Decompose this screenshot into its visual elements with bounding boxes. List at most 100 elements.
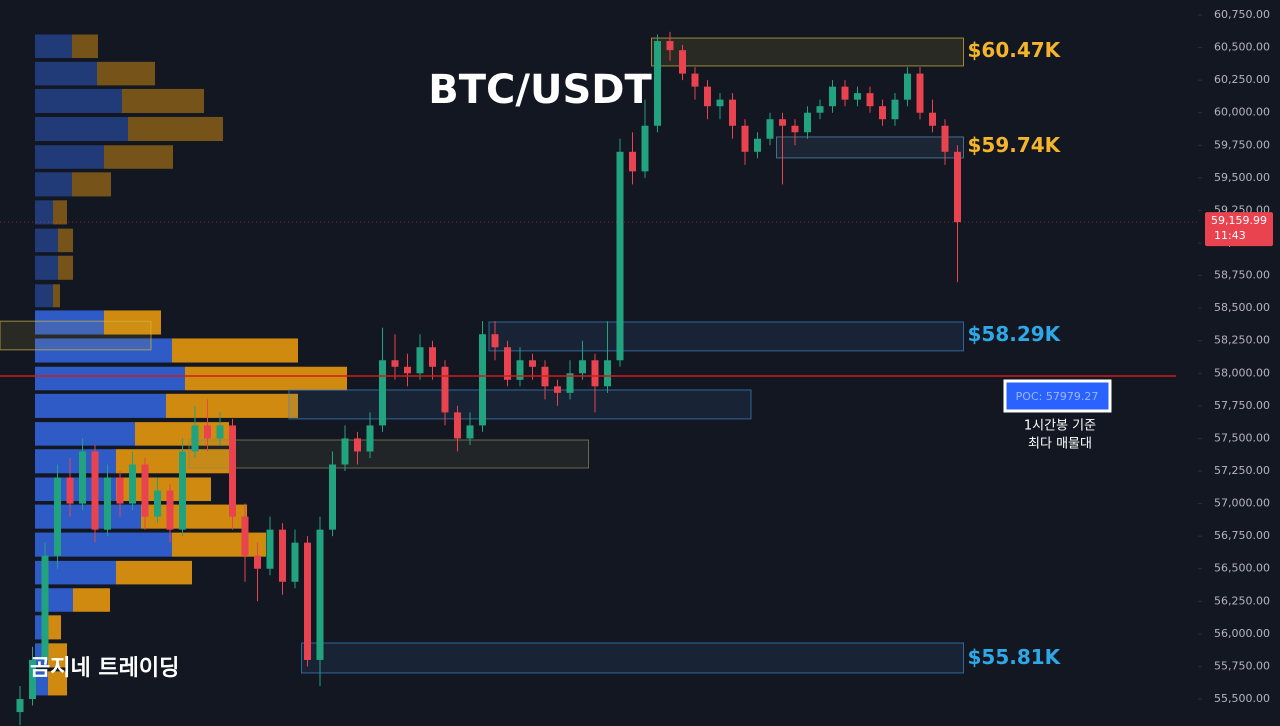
candle-body [479, 334, 486, 426]
y-tick-label: 55,750.00 [1214, 659, 1270, 672]
y-tick-label: 56,500.00 [1214, 562, 1270, 575]
candle-body [904, 73, 911, 100]
y-tick-label: 59,500.00 [1214, 171, 1270, 184]
profile-buy [35, 671, 48, 696]
profile-sell [172, 338, 298, 363]
candle-body [179, 451, 186, 530]
y-tick-label: 58,750.00 [1214, 269, 1270, 282]
profile-sell [53, 200, 67, 225]
candle-body [929, 112, 936, 126]
profile-buy [35, 228, 58, 253]
zone [488, 321, 964, 352]
candle-body [704, 86, 711, 107]
candle-body [391, 360, 399, 367]
candle-body [816, 106, 824, 113]
candle-body [441, 366, 449, 413]
profile-sell [172, 532, 266, 557]
y-tick-label: 56,000.00 [1214, 627, 1270, 640]
candle-body [229, 425, 236, 517]
profile-buy [35, 477, 116, 502]
profile-buy [35, 504, 141, 529]
profile-sell [122, 88, 204, 114]
candle-body [804, 112, 811, 133]
candle-body [579, 360, 586, 374]
profile-sell [116, 477, 211, 502]
profile-buy [35, 255, 58, 280]
candle-body [41, 555, 49, 660]
profile-buy [35, 284, 53, 308]
candle-body [16, 699, 24, 713]
y-tick-label: 57,250.00 [1214, 464, 1270, 477]
profile-buy [35, 560, 116, 585]
candle-body [166, 490, 174, 530]
chart-title: BTC/USDT [428, 67, 652, 113]
profile-buy [35, 310, 104, 335]
y-tick-label: 56,250.00 [1214, 594, 1270, 607]
candle-body [266, 529, 274, 569]
candle-body [141, 464, 149, 517]
profile-buy [35, 34, 72, 59]
profile-buy [35, 172, 72, 197]
candle-body [791, 125, 799, 133]
candle-body [516, 360, 524, 380]
candle-body [254, 555, 261, 569]
candle-body [891, 99, 899, 120]
candle-body [779, 119, 786, 126]
candle-body [66, 477, 74, 504]
zone-label: $58.29K [968, 322, 1062, 346]
poc-box [1003, 379, 1112, 413]
candle-body [416, 347, 424, 374]
candle-body [241, 516, 249, 556]
zone [776, 136, 964, 159]
candle-body [616, 151, 624, 361]
zone [651, 37, 964, 67]
zone [0, 320, 152, 351]
candle-body [954, 151, 961, 223]
profile-buy [35, 366, 185, 391]
y-tick-label: 57,750.00 [1214, 399, 1270, 412]
profile-sell [97, 61, 155, 86]
profile-buy [35, 588, 73, 612]
candle-body [491, 334, 499, 348]
candle-body [104, 477, 111, 530]
profile-sell [166, 393, 298, 418]
profile-sell [72, 34, 98, 59]
candle-body [554, 386, 561, 393]
candle-body [829, 86, 836, 107]
poc-label: POC: 57979.27 [1016, 390, 1099, 403]
profile-buy [35, 200, 53, 225]
candle-body [116, 477, 124, 504]
profile-sell [73, 588, 110, 612]
candle-body [29, 659, 36, 700]
zone-label: $55.81K [968, 645, 1062, 669]
profile-sell [58, 255, 73, 280]
poc-note: 1시간봉 기준 [1024, 418, 1096, 433]
candle-body [279, 529, 286, 582]
y-tick-label: 57,000.00 [1214, 497, 1270, 510]
candle-body [354, 438, 361, 452]
watermark: 곰지네 트레이딩 [30, 656, 179, 681]
candle-body [729, 99, 736, 126]
poc-note: 최다 매물대 [1028, 436, 1092, 451]
last-price-tag [1205, 212, 1273, 247]
candle-body [679, 50, 686, 74]
candle-body [216, 425, 224, 439]
candle-body [691, 73, 699, 87]
candle-body [329, 464, 336, 530]
profile-buy [35, 116, 128, 142]
profile-sell [58, 228, 73, 253]
candle-body [366, 425, 374, 452]
candle-body [591, 360, 599, 387]
y-tick-label: 60,500.00 [1214, 41, 1270, 54]
candle-body [879, 106, 886, 120]
candle-body [741, 125, 749, 152]
profile-sell [116, 560, 192, 585]
zone [188, 439, 589, 469]
candle-body [454, 412, 461, 439]
y-tick-label: 58,000.00 [1214, 366, 1270, 379]
candle-body [129, 464, 136, 504]
candle-body [191, 425, 199, 452]
profile-buy [35, 338, 172, 363]
last-price-label: 59,159.99 [1211, 214, 1267, 227]
